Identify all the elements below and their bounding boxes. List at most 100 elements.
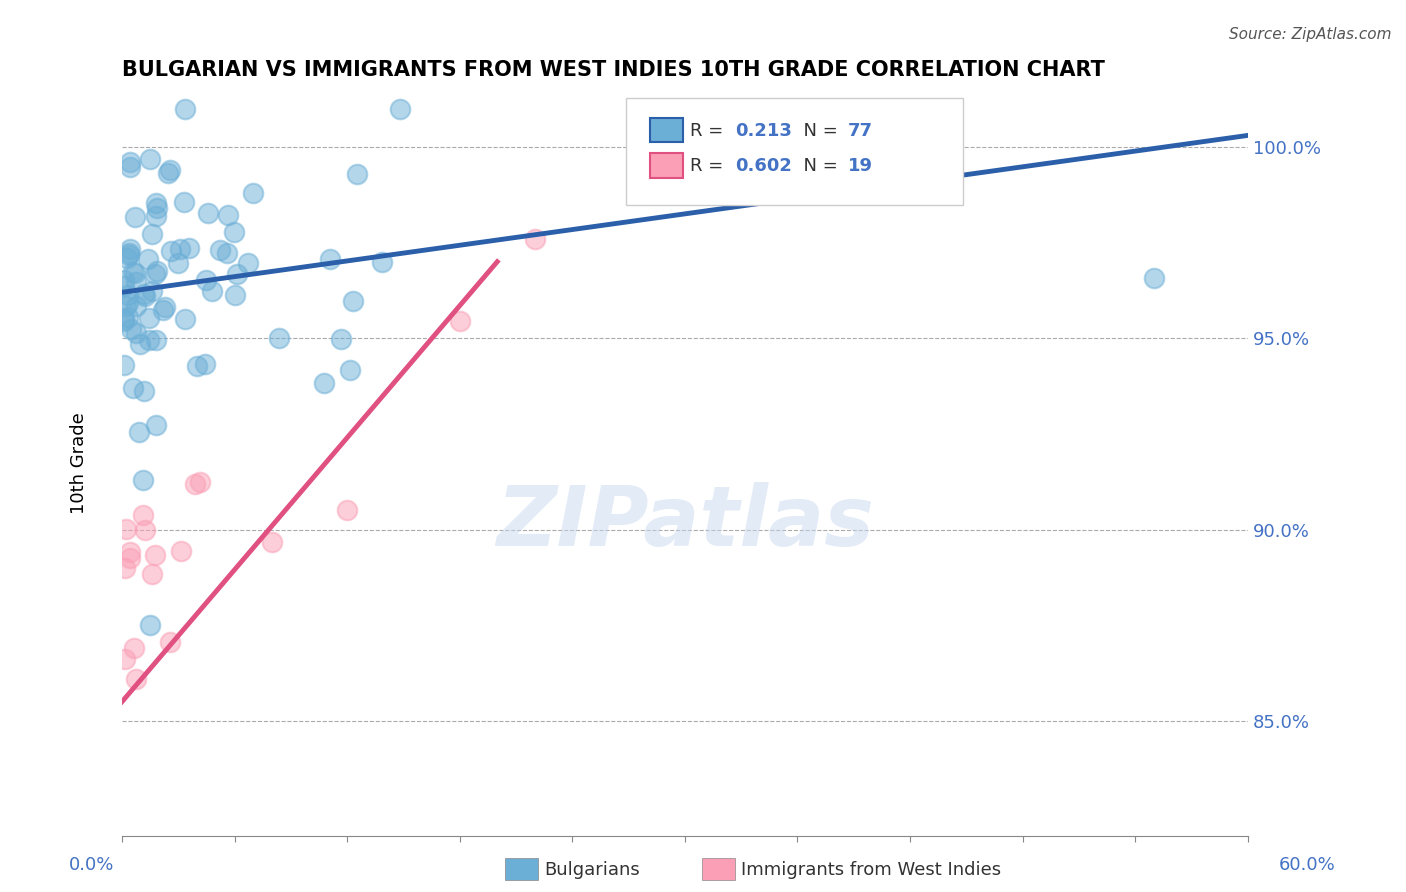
Point	[114, 299, 136, 313]
Point	[167, 256, 190, 270]
Point	[217, 245, 239, 260]
Text: R =: R =	[690, 157, 730, 175]
Point	[449, 314, 471, 328]
Text: R =: R =	[690, 121, 730, 139]
Point	[160, 244, 183, 259]
Point	[124, 210, 146, 224]
Point	[124, 276, 146, 290]
Point	[134, 523, 156, 537]
Point	[115, 251, 138, 265]
Point	[145, 196, 167, 211]
Point	[170, 544, 193, 558]
Point	[117, 287, 139, 301]
Point	[222, 226, 245, 240]
Point	[128, 425, 150, 439]
Point	[159, 162, 181, 177]
Point	[132, 384, 155, 398]
Point	[139, 152, 162, 166]
Point	[173, 102, 195, 116]
Text: BULGARIAN VS IMMIGRANTS FROM WEST INDIES 10TH GRADE CORRELATION CHART: BULGARIAN VS IMMIGRANTS FROM WEST INDIES…	[122, 60, 1105, 79]
Point	[388, 102, 411, 116]
Point	[145, 267, 167, 281]
Point	[224, 288, 246, 302]
Point	[217, 208, 239, 222]
Point	[138, 311, 160, 326]
Point	[115, 522, 138, 536]
Text: Immigrants from West Indies: Immigrants from West Indies	[741, 861, 1001, 879]
Point	[371, 254, 394, 268]
Point	[134, 289, 156, 303]
Point	[208, 243, 231, 257]
Point	[141, 284, 163, 298]
Point	[132, 473, 155, 487]
Point	[183, 477, 205, 491]
Point	[174, 312, 197, 326]
Point	[118, 245, 141, 260]
Point	[136, 252, 159, 266]
Point	[145, 333, 167, 347]
Point	[118, 248, 141, 262]
Text: 19: 19	[848, 157, 873, 175]
Point	[330, 332, 353, 346]
Point	[124, 326, 146, 341]
Point	[523, 232, 546, 246]
Y-axis label: 10th Grade: 10th Grade	[70, 412, 89, 514]
Point	[138, 333, 160, 347]
Point	[120, 160, 142, 174]
Point	[132, 508, 155, 522]
Point	[260, 535, 283, 549]
Text: 0.213: 0.213	[735, 121, 792, 139]
Text: Bulgarians: Bulgarians	[544, 861, 640, 879]
Point	[145, 417, 167, 432]
Point	[112, 273, 135, 287]
Text: 0.602: 0.602	[735, 157, 792, 175]
Point	[188, 475, 211, 490]
Text: 77: 77	[848, 121, 873, 139]
Point	[125, 299, 148, 313]
Point	[120, 544, 142, 558]
Point	[346, 167, 368, 181]
Point	[139, 618, 162, 632]
Point	[117, 310, 139, 324]
Point	[177, 241, 200, 255]
Point	[186, 359, 208, 374]
Point	[339, 362, 361, 376]
Point	[159, 635, 181, 649]
Point	[125, 672, 148, 686]
Point	[118, 155, 141, 169]
Point	[141, 227, 163, 241]
Point	[112, 359, 135, 373]
Point	[336, 503, 359, 517]
Text: Source: ZipAtlas.com: Source: ZipAtlas.com	[1229, 27, 1392, 42]
Point	[122, 381, 145, 395]
Point	[114, 561, 136, 575]
Point	[342, 293, 364, 308]
Text: N =: N =	[792, 157, 844, 175]
Point	[194, 357, 217, 371]
Point	[112, 312, 135, 326]
Point	[118, 551, 141, 566]
Point	[141, 567, 163, 582]
Point	[132, 286, 155, 301]
Text: ZIPatlas: ZIPatlas	[496, 482, 873, 563]
Point	[112, 279, 135, 293]
Text: 0.0%: 0.0%	[69, 855, 114, 873]
Point	[152, 302, 174, 317]
Point	[238, 256, 260, 270]
Point	[318, 252, 340, 266]
Point	[117, 296, 139, 310]
Point	[197, 206, 219, 220]
Point	[118, 242, 141, 256]
Point	[312, 376, 335, 390]
Point	[169, 242, 191, 256]
Point	[195, 273, 218, 287]
Point	[121, 265, 143, 279]
Point	[122, 640, 145, 655]
Point	[114, 652, 136, 666]
Point	[201, 285, 224, 299]
Point	[242, 186, 264, 201]
Point	[226, 267, 249, 281]
Point	[128, 336, 150, 351]
Text: N =: N =	[792, 121, 844, 139]
Point	[120, 322, 142, 336]
